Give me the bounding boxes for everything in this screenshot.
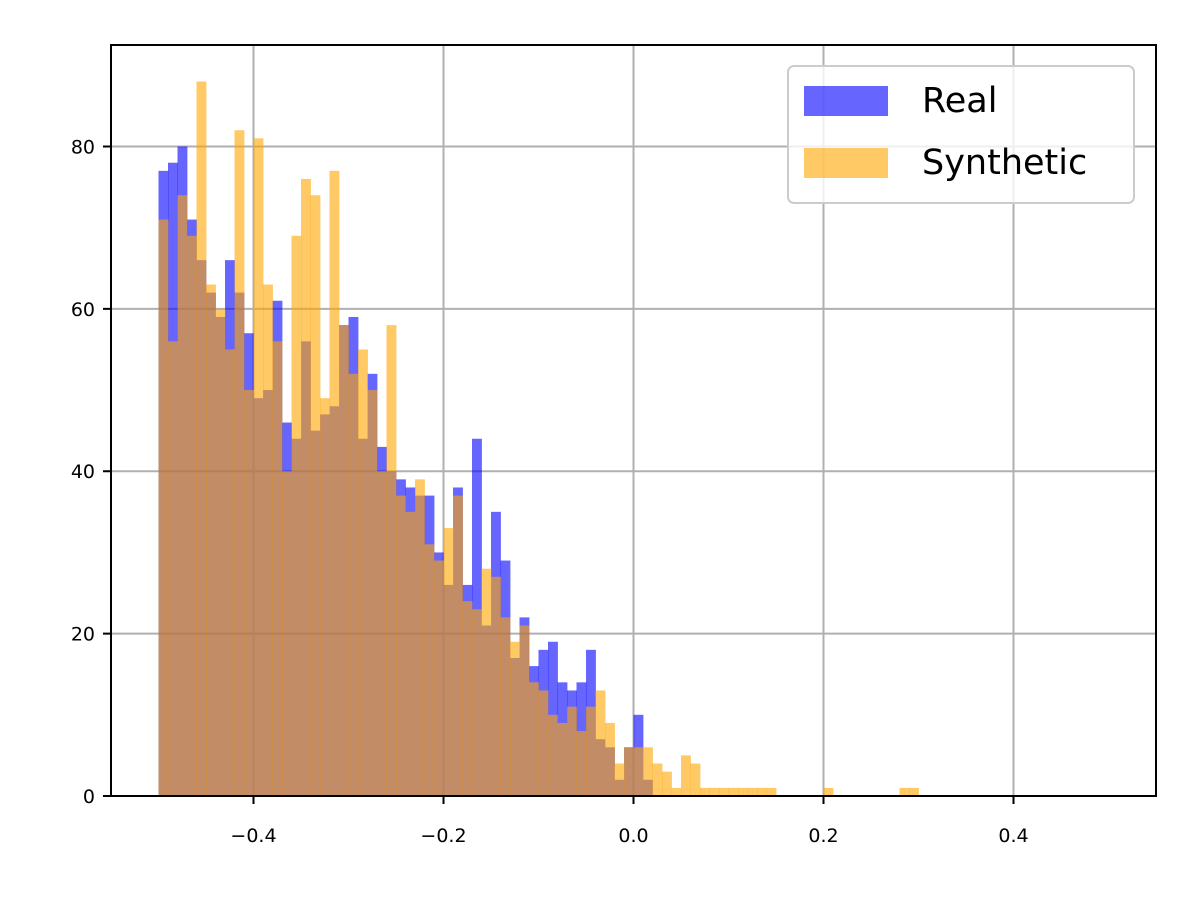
legend-label-real: Real [922,81,997,121]
histogram-bar [586,707,596,796]
histogram-bar [406,512,416,796]
histogram-bar [453,496,463,796]
histogram-bar [178,195,188,796]
y-tick-label: 80 [71,136,95,158]
histogram-bar [282,471,292,796]
histogram-bar [539,690,549,796]
histogram-bar [263,285,273,796]
histogram-bar [244,390,254,796]
y-tick-label: 0 [83,786,95,808]
histogram-bar [719,788,729,796]
histogram-bar [216,309,226,796]
histogram-bar [605,723,615,796]
histogram-bar [254,138,264,796]
x-tick-label: 0.0 [618,825,648,847]
histogram-bar [824,788,834,796]
histogram-bar [757,788,767,796]
histogram-bar [358,349,368,796]
histogram-bar [643,747,653,796]
histogram-bar [738,788,748,796]
x-tick-label: 0.4 [998,825,1028,847]
histogram-bar [387,325,397,796]
y-tick-label: 60 [71,299,95,321]
histogram-bar [691,764,701,796]
histogram-bar [529,682,539,796]
histogram-bar [206,285,216,796]
histogram-bar [349,374,359,796]
histogram-bar [491,577,501,796]
x-tick-label: −0.2 [420,825,466,847]
histogram-bar [710,788,720,796]
histogram-bar [501,617,511,796]
histogram-bar [311,195,321,796]
histogram-bar [168,341,178,796]
x-tick-label: −0.4 [230,825,276,847]
histogram-bar [681,755,691,796]
histogram-bar [596,690,606,796]
histogram-bar [415,479,425,796]
histogram-bar [377,471,387,796]
y-tick-label: 20 [71,624,95,646]
y-tick-label: 40 [71,461,95,483]
histogram-bar [463,601,473,796]
histogram-bar [615,764,625,796]
histogram-bar [624,747,634,796]
histogram-bar [567,707,577,796]
histogram-bar [909,788,919,796]
histogram-bar [700,788,710,796]
histogram-bar [558,723,568,796]
histogram-bar [672,788,682,796]
histogram-bar [292,236,302,796]
histogram-bar [197,82,207,796]
histogram-bar [425,544,435,796]
histogram-bar [444,528,454,796]
histogram-bar [900,788,910,796]
legend-swatch-synthetic [804,148,888,178]
histogram-bar [577,731,587,796]
histogram-bar [301,179,311,796]
legend-swatch-real [804,86,888,116]
x-tick-label: 0.2 [808,825,838,847]
legend: Real Synthetic [788,66,1134,203]
histogram-bar [510,642,520,796]
histogram-bar [548,715,558,796]
histogram-bar [434,561,444,796]
histogram-bar [482,569,492,796]
legend-label-synthetic: Synthetic [922,143,1087,183]
histogram-bar [520,626,530,796]
histogram-bar [225,349,235,796]
histogram-bar [339,325,349,796]
histogram-bar [159,220,169,796]
histogram-bar [653,764,663,796]
histogram-bar [330,171,340,796]
histogram-bar [767,788,777,796]
histogram-bar [187,236,197,796]
histogram-bar [320,398,330,796]
histogram-bar [235,130,245,796]
histogram-bar [729,788,739,796]
histogram-bar [634,747,644,796]
histogram-bar [368,390,378,796]
histogram-bar [273,341,283,796]
histogram-bar [748,788,758,796]
histogram-bar [396,496,406,796]
histogram-bar [472,609,482,796]
histogram-bar [662,772,672,796]
